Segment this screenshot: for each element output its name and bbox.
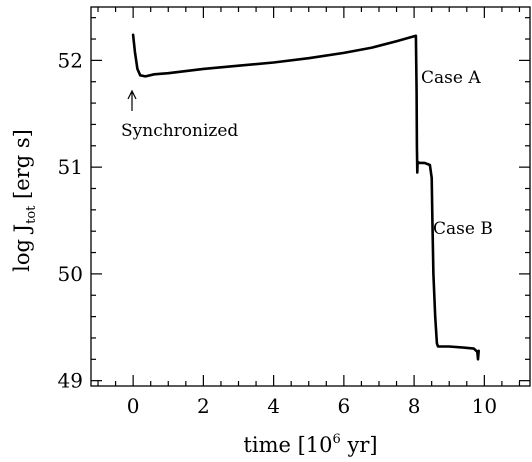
annotation-case-a: Case A [421, 68, 481, 88]
y-tick-label: 50 [58, 262, 83, 286]
y-axis-label-tail: [erg s] [10, 129, 34, 205]
x-axis-label-main: time [10 [243, 433, 332, 457]
x-axis-label: time [106 yr] [243, 432, 377, 457]
y-axis-label: log Jtot [erg s] [10, 129, 39, 272]
y-tick-label: 51 [58, 155, 83, 179]
tick-labels: 0 2 4 6 8 10 49 50 51 52 [58, 48, 498, 418]
axis-ticks [91, 7, 530, 386]
y-tick-label: 49 [58, 369, 83, 393]
annotation-case-b: Case B [433, 219, 493, 239]
annotation-synchronized: Synchronized [121, 121, 238, 141]
x-axis-label-tail: yr] [341, 433, 378, 457]
y-axis-label-main: log J [10, 224, 34, 272]
y-axis-label-sub: tot [24, 205, 39, 224]
x-tick-label: 10 [472, 394, 497, 418]
x-tick-label: 0 [127, 394, 140, 418]
y-tick-label: 52 [58, 48, 83, 72]
series-line [131, 33, 480, 361]
x-tick-label: 2 [197, 394, 210, 418]
x-tick-label: 8 [408, 394, 421, 418]
x-tick-label: 4 [267, 394, 280, 418]
x-tick-label: 6 [337, 394, 350, 418]
x-axis-label-sup: 6 [333, 432, 341, 447]
synchronized-arrow [127, 89, 137, 111]
plot-frame [90, 6, 531, 387]
